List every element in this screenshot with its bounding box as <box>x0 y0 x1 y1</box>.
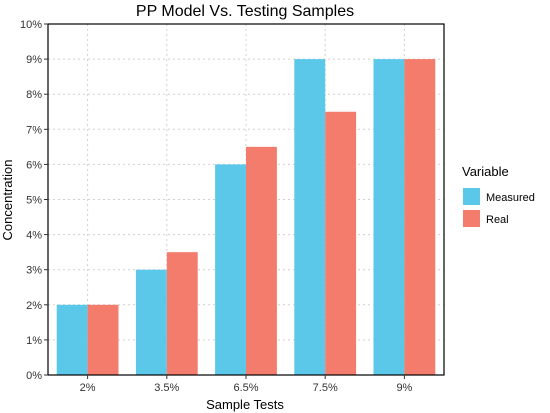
y-tick-label: 3% <box>26 265 42 277</box>
x-tick-label: 2% <box>80 382 96 394</box>
x-tick-label: 3.5% <box>154 382 179 394</box>
x-axis-label: Sample Tests <box>206 397 284 412</box>
y-tick-label: 0% <box>26 370 42 382</box>
x-axis: 2% 3.5% 6.5% 7.5% 9% <box>80 375 413 394</box>
x-tick-label: 6.5% <box>233 382 258 394</box>
x-tick-label: 9% <box>396 382 412 394</box>
y-tick-label: 5% <box>26 195 42 207</box>
bar-measured <box>135 269 167 375</box>
bars-layer <box>56 59 436 375</box>
chart-title: PP Model Vs. Testing Samples <box>136 3 354 20</box>
y-tick-label: 4% <box>26 230 42 242</box>
y-tick-label: 8% <box>26 89 42 101</box>
bar-real <box>166 252 198 375</box>
legend-label-measured: Measured <box>486 192 535 204</box>
bar-measured <box>56 304 88 375</box>
legend-key-real <box>463 210 480 227</box>
y-tick-label: 9% <box>26 54 42 66</box>
bar-measured <box>294 59 326 375</box>
y-tick-label: 7% <box>26 124 42 136</box>
y-tick-label: 2% <box>26 300 42 312</box>
bar-real <box>87 304 119 375</box>
legend-key-measured <box>463 188 480 205</box>
bar-real <box>404 59 436 375</box>
y-tick-label: 1% <box>26 335 42 347</box>
bar-measured <box>373 59 405 375</box>
bar-measured <box>215 164 246 375</box>
legend-label-real: Real <box>486 214 509 226</box>
y-tick-label: 10% <box>20 19 42 31</box>
y-tick-label: 6% <box>26 159 42 171</box>
legend: Variable Measured Real <box>462 164 535 227</box>
y-axis-label: Concentration <box>0 160 15 241</box>
x-tick-label: 7.5% <box>313 382 338 394</box>
legend-title: Variable <box>462 164 509 179</box>
bar-real <box>325 111 357 375</box>
bar-real <box>246 146 277 375</box>
y-axis: 0% 1% 2% 3% 4% 5% 6% 7% 8% 9% 10% <box>20 19 48 382</box>
